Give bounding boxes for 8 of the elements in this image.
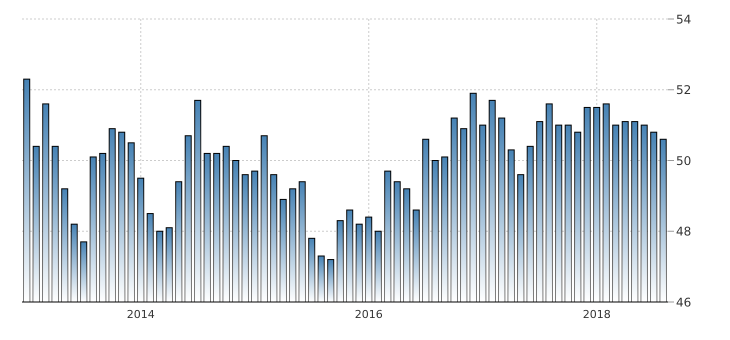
x-tick-label: 2018	[582, 308, 611, 321]
y-tick-label: 48	[676, 224, 692, 239]
x-tick-label: 2016	[354, 308, 383, 321]
y-tick-label: 50	[676, 154, 692, 168]
y-tick-label: 52	[676, 83, 692, 98]
x-tick-label: 2014	[126, 308, 155, 321]
y-tick-label: 46	[676, 295, 692, 310]
y-tick-label: 54	[676, 12, 692, 26]
